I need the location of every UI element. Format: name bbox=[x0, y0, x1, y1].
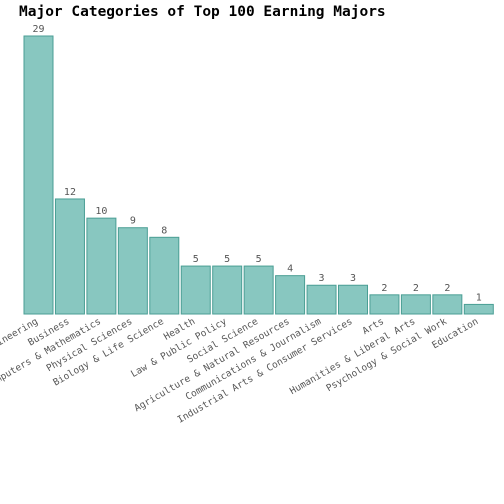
bar-value-label: 4 bbox=[287, 264, 293, 275]
bar-value-label: 5 bbox=[224, 254, 230, 265]
bar bbox=[432, 294, 463, 315]
bar-value-label: 2 bbox=[444, 283, 450, 294]
bars-group bbox=[23, 35, 494, 315]
bar bbox=[54, 198, 85, 315]
bar bbox=[243, 265, 274, 315]
bar-value-label: 9 bbox=[130, 216, 136, 227]
bar bbox=[369, 294, 400, 315]
bar bbox=[275, 275, 306, 315]
bar bbox=[400, 294, 431, 315]
bar bbox=[463, 303, 494, 315]
bar bbox=[117, 227, 148, 315]
bar-value-label: 5 bbox=[256, 254, 262, 265]
bar bbox=[23, 35, 54, 315]
bar bbox=[86, 217, 117, 315]
bar-value-label: 10 bbox=[95, 206, 107, 217]
bar-value-label: 1 bbox=[476, 292, 482, 303]
bar-value-label: 12 bbox=[64, 187, 76, 198]
bar-value-label: 5 bbox=[193, 254, 199, 265]
bar bbox=[338, 284, 368, 315]
bar-value-label: 2 bbox=[381, 283, 387, 294]
bar bbox=[306, 284, 337, 315]
bar-value-label: 8 bbox=[161, 225, 167, 236]
value-labels-group: 29 12 10 9 8 5 5 5 4 3 3 2 2 2 1 bbox=[32, 24, 481, 303]
bar-value-label: 3 bbox=[319, 273, 325, 284]
bar-value-label: 29 bbox=[32, 24, 44, 35]
bar bbox=[149, 236, 180, 315]
chart-title: Major Categories of Top 100 Earning Majo… bbox=[19, 4, 386, 20]
bar bbox=[180, 265, 211, 315]
bar-value-label: 2 bbox=[413, 283, 419, 294]
bar bbox=[212, 265, 243, 315]
bar-value-label: 3 bbox=[350, 273, 356, 284]
